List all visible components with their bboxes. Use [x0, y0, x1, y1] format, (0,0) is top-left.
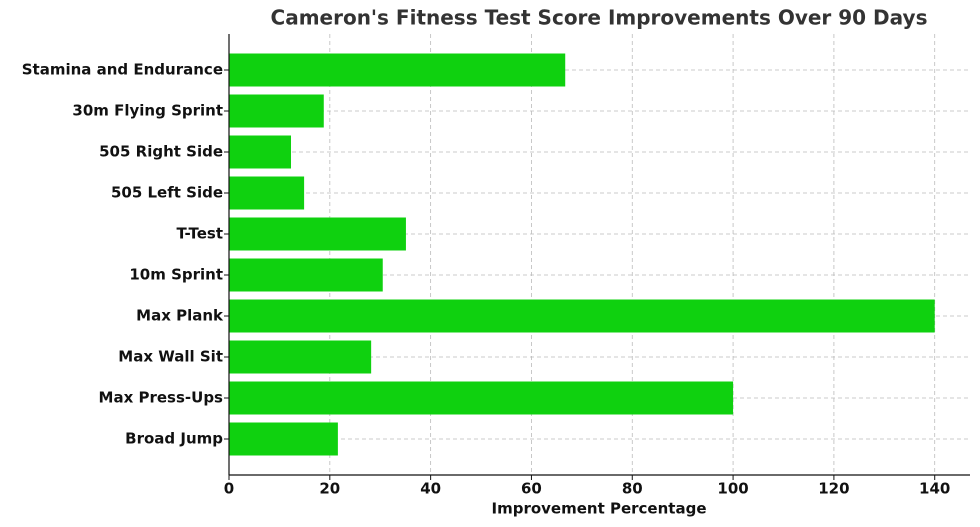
- y-tick-label: Max Wall Sit: [118, 348, 223, 366]
- x-tick-label: 140: [919, 480, 950, 498]
- bar: [229, 94, 324, 128]
- y-tick-label: Max Press-Ups: [99, 389, 224, 407]
- y-tick-label: T-Test: [176, 225, 223, 243]
- x-tick-label: 60: [521, 480, 542, 498]
- y-tick-label: 505 Left Side: [111, 184, 223, 202]
- bar: [229, 340, 372, 374]
- bar: [229, 299, 935, 333]
- bar: [229, 422, 338, 456]
- x-tick-label: 80: [622, 480, 643, 498]
- y-tick-label: 10m Sprint: [129, 266, 223, 284]
- x-axis-label: Improvement Percentage: [492, 500, 707, 518]
- x-tick-label: 100: [717, 480, 748, 498]
- x-tick-label: 120: [818, 480, 849, 498]
- chart-title: Cameron's Fitness Test Score Improvement…: [271, 6, 928, 30]
- bar: [229, 258, 383, 292]
- y-tick-label: Stamina and Endurance: [22, 61, 223, 79]
- bar: [229, 217, 406, 251]
- y-tick-label: Broad Jump: [125, 430, 223, 448]
- bar: [229, 53, 566, 87]
- x-tick-label: 20: [319, 480, 340, 498]
- bar: [229, 381, 734, 415]
- x-tick-label: 0: [224, 480, 234, 498]
- y-tick-label: 505 Right Side: [99, 143, 223, 161]
- y-tick-label: Max Plank: [136, 307, 224, 325]
- bar: [229, 135, 292, 169]
- bar: [229, 176, 305, 210]
- y-tick-label: 30m Flying Sprint: [72, 102, 223, 120]
- x-tick-label: 40: [420, 480, 441, 498]
